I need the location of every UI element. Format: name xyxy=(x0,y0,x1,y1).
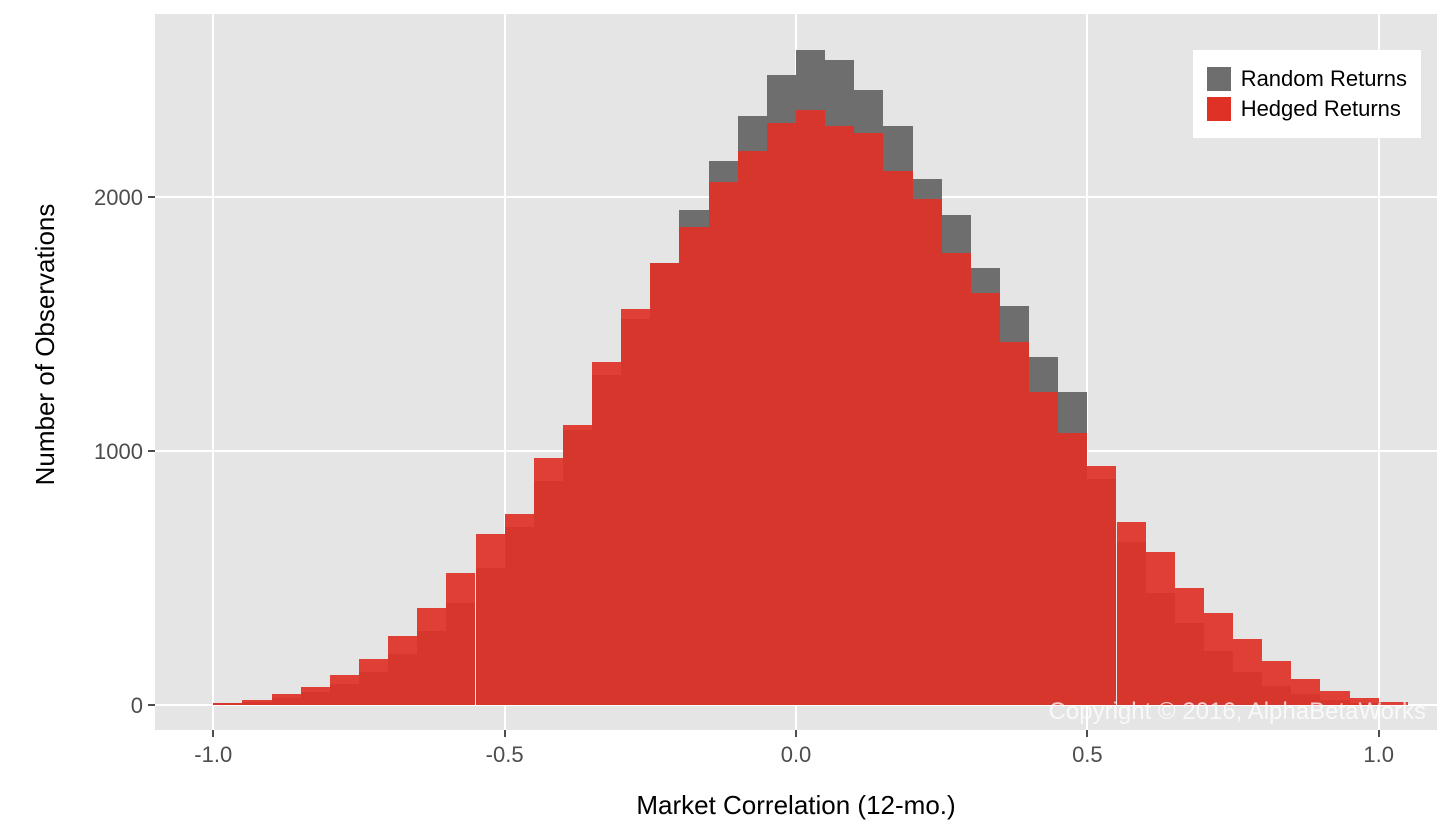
bar-hedged xyxy=(738,151,767,705)
bar-hedged xyxy=(825,126,854,705)
bar-hedged xyxy=(359,659,388,705)
y-tick xyxy=(148,704,155,706)
bar-hedged xyxy=(942,253,971,705)
x-tick-label: -1.0 xyxy=(173,742,253,768)
x-axis-label: Market Correlation (12-mo.) xyxy=(155,790,1437,821)
bar-hedged xyxy=(388,636,417,705)
bar-hedged xyxy=(679,227,708,704)
chart-container: Number of Observations Market Correlatio… xyxy=(0,0,1456,832)
x-tick-label: -0.5 xyxy=(465,742,545,768)
y-tick xyxy=(148,196,155,198)
bar-hedged xyxy=(1175,588,1204,705)
bar-hedged xyxy=(1087,466,1116,705)
bar-hedged xyxy=(767,123,796,704)
bar-hedged xyxy=(1117,522,1146,705)
x-tick xyxy=(504,730,506,737)
bar-hedged xyxy=(1029,392,1058,704)
legend-label: Hedged Returns xyxy=(1241,96,1401,122)
x-tick xyxy=(795,730,797,737)
bar-hedged xyxy=(854,133,883,704)
y-tick-label: 0 xyxy=(131,693,143,719)
bar-hedged xyxy=(796,110,825,704)
bar-hedged xyxy=(1379,702,1408,705)
bar-hedged xyxy=(592,362,621,705)
y-tick xyxy=(148,450,155,452)
bar-hedged xyxy=(1233,639,1262,705)
y-axis-label: Number of Observations xyxy=(30,145,61,545)
y-tick-label: 2000 xyxy=(94,185,143,211)
bar-hedged xyxy=(883,171,912,704)
legend-item: Random Returns xyxy=(1207,66,1407,92)
bar-hedged xyxy=(1146,552,1175,704)
x-tick-label: 0.5 xyxy=(1047,742,1127,768)
x-tick-label: 1.0 xyxy=(1339,742,1419,768)
bar-hedged xyxy=(913,199,942,704)
bar-hedged xyxy=(1204,613,1233,704)
legend: Random Returns Hedged Returns xyxy=(1193,50,1421,138)
bar-hedged xyxy=(650,263,679,705)
bar-hedged xyxy=(971,293,1000,704)
bar-hedged xyxy=(242,700,271,705)
bar-hedged xyxy=(563,425,592,704)
legend-swatch xyxy=(1207,97,1231,121)
bar-hedged xyxy=(709,182,738,705)
x-tick-label: 0.0 xyxy=(756,742,836,768)
legend-swatch xyxy=(1207,67,1231,91)
bar-hedged xyxy=(1350,698,1379,704)
grid-line-vertical xyxy=(212,14,214,730)
bar-hedged xyxy=(1058,433,1087,705)
x-tick xyxy=(212,730,214,737)
bar-hedged xyxy=(330,675,359,704)
x-tick xyxy=(1378,730,1380,737)
bar-hedged xyxy=(621,309,650,705)
bar-hedged xyxy=(213,703,242,705)
bar-hedged xyxy=(301,687,330,705)
bar-hedged xyxy=(446,573,475,705)
bar-hedged xyxy=(1000,342,1029,705)
bar-hedged xyxy=(417,608,446,704)
bar-hedged xyxy=(505,514,534,704)
bar-hedged xyxy=(534,458,563,704)
bar-hedged xyxy=(272,694,301,704)
bar-hedged xyxy=(1262,661,1291,704)
bar-hedged xyxy=(1320,691,1349,705)
bar-hedged xyxy=(1291,679,1320,704)
x-tick xyxy=(1086,730,1088,737)
legend-item: Hedged Returns xyxy=(1207,96,1407,122)
bar-hedged xyxy=(476,534,505,704)
y-tick-label: 1000 xyxy=(94,439,143,465)
legend-label: Random Returns xyxy=(1241,66,1407,92)
